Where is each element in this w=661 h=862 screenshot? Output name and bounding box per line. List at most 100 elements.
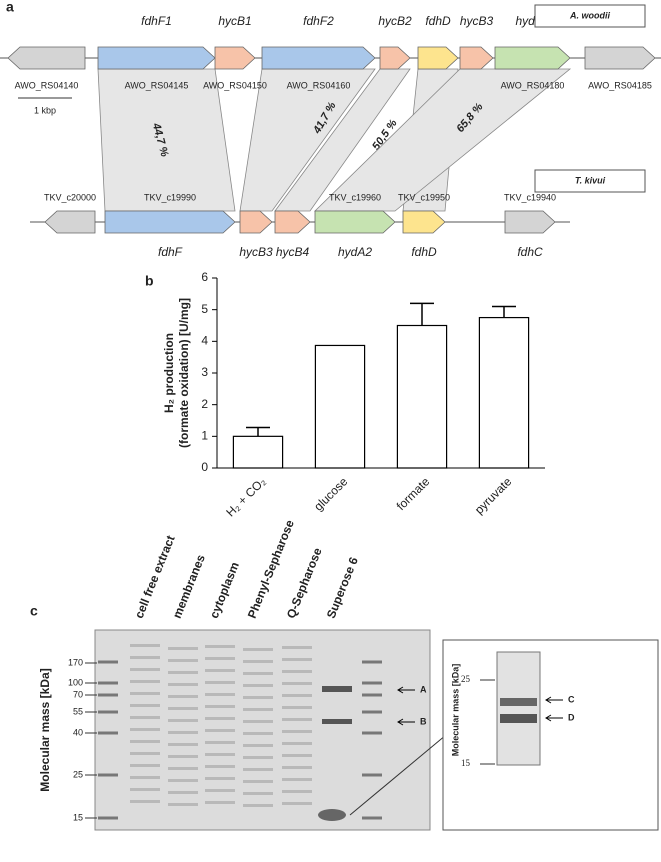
gel-band (282, 646, 312, 649)
gel-band (243, 672, 273, 675)
gel-band (205, 729, 235, 732)
locus-tag: AWO_RS04145 (125, 80, 189, 90)
gel-band (500, 698, 537, 706)
bar (478, 316, 530, 469)
gel-band (282, 730, 312, 733)
gene-name: hycB2 (378, 14, 412, 28)
gel-band (205, 741, 235, 744)
gel-band (322, 719, 352, 724)
gel-band (130, 704, 160, 707)
panel-letter: b (145, 273, 154, 289)
gel-band (243, 720, 273, 723)
gel-band (130, 716, 160, 719)
organism-name: T. kivui (575, 175, 606, 185)
marker-label: 40 (73, 727, 83, 737)
error-bar (492, 305, 516, 318)
gel-band (130, 776, 160, 779)
gel-band (168, 791, 198, 794)
gene-name: fdhD (425, 14, 451, 28)
lane-label: cytoplasm (207, 560, 242, 620)
gel-band (243, 792, 273, 795)
gel-band (168, 719, 198, 722)
bar (396, 324, 448, 469)
y-tick-label: 5 (201, 302, 208, 316)
zoom-line (349, 734, 447, 816)
locus-tag: TKV_c19940 (504, 192, 556, 202)
gel-band (130, 644, 160, 647)
lane-label: Superose 6 (324, 555, 361, 621)
x-tick-label: formate (394, 474, 433, 513)
gel-band (243, 648, 273, 651)
locus-tag: TKV_c20000 (44, 192, 96, 202)
gel-band (205, 693, 235, 696)
gel-band (205, 645, 235, 648)
gene-arrow (239, 210, 273, 234)
scale-label: 1 kbp (34, 105, 56, 115)
gel-band (168, 707, 198, 710)
gel-band (168, 743, 198, 746)
gene-arrow (97, 46, 216, 70)
marker-label: 15 (73, 812, 83, 822)
marker-label: 25 (461, 674, 471, 684)
marker-band (98, 660, 118, 664)
marker-band (98, 816, 118, 820)
x-tick-label: pyruvate (472, 474, 515, 517)
lane-label: cell free extract (132, 533, 178, 620)
locus-tag: AWO_RS04180 (501, 80, 565, 90)
gel-band (130, 752, 160, 755)
gel-band (130, 656, 160, 659)
x-tick-label: H₂ + CO₂ (223, 474, 268, 519)
gel-band (130, 788, 160, 791)
marker-label: 70 (73, 689, 83, 699)
gel-band (243, 780, 273, 783)
bar (314, 344, 366, 469)
gel-band (243, 768, 273, 771)
y-tick-label: 1 (201, 429, 208, 443)
gel-band (205, 789, 235, 792)
gel-band (243, 684, 273, 687)
gel-band (205, 801, 235, 804)
gel-band (282, 742, 312, 745)
gel-band (205, 717, 235, 720)
gel-band (205, 777, 235, 780)
organism-name: A. woodii (569, 10, 610, 20)
gel-band (130, 764, 160, 767)
panel-letter: c (30, 603, 38, 619)
marker-band (362, 816, 382, 820)
gel-band (130, 680, 160, 683)
homology-band (274, 68, 411, 212)
gene-arrow (44, 210, 96, 234)
gene-arrow (214, 46, 256, 70)
gene-arrow (459, 46, 494, 70)
gel-band (168, 731, 198, 734)
gel-band (130, 668, 160, 671)
marker-band (362, 681, 382, 685)
gene-arrow (504, 210, 556, 234)
gene-arrow (584, 46, 656, 70)
gel-band (168, 695, 198, 698)
gel-band (205, 753, 235, 756)
marker-label: 15 (461, 758, 471, 768)
gel-band (130, 800, 160, 803)
gene-arrow (7, 46, 86, 70)
gene-name: fdhF1 (141, 14, 172, 28)
gene-name: fdhF2 (303, 14, 334, 28)
y-tick-label: 4 (201, 334, 208, 348)
gene-name: hycB1 (218, 14, 251, 28)
gel-band (282, 658, 312, 661)
gel-band (168, 755, 198, 758)
locus-tag: TKV_c19950 (398, 192, 450, 202)
marker-band (362, 710, 382, 714)
marker-band (362, 773, 382, 777)
locus-tag: AWO_RS04185 (588, 80, 652, 90)
gene-name: hycB4 (276, 245, 310, 259)
panel-letter: a (6, 0, 14, 15)
gel-band (500, 714, 537, 723)
gel-band (130, 740, 160, 743)
marker-band (362, 693, 382, 697)
gel-band (130, 692, 160, 695)
marker-band (98, 773, 118, 777)
gel-band (205, 657, 235, 660)
gene-arrow (261, 46, 376, 70)
